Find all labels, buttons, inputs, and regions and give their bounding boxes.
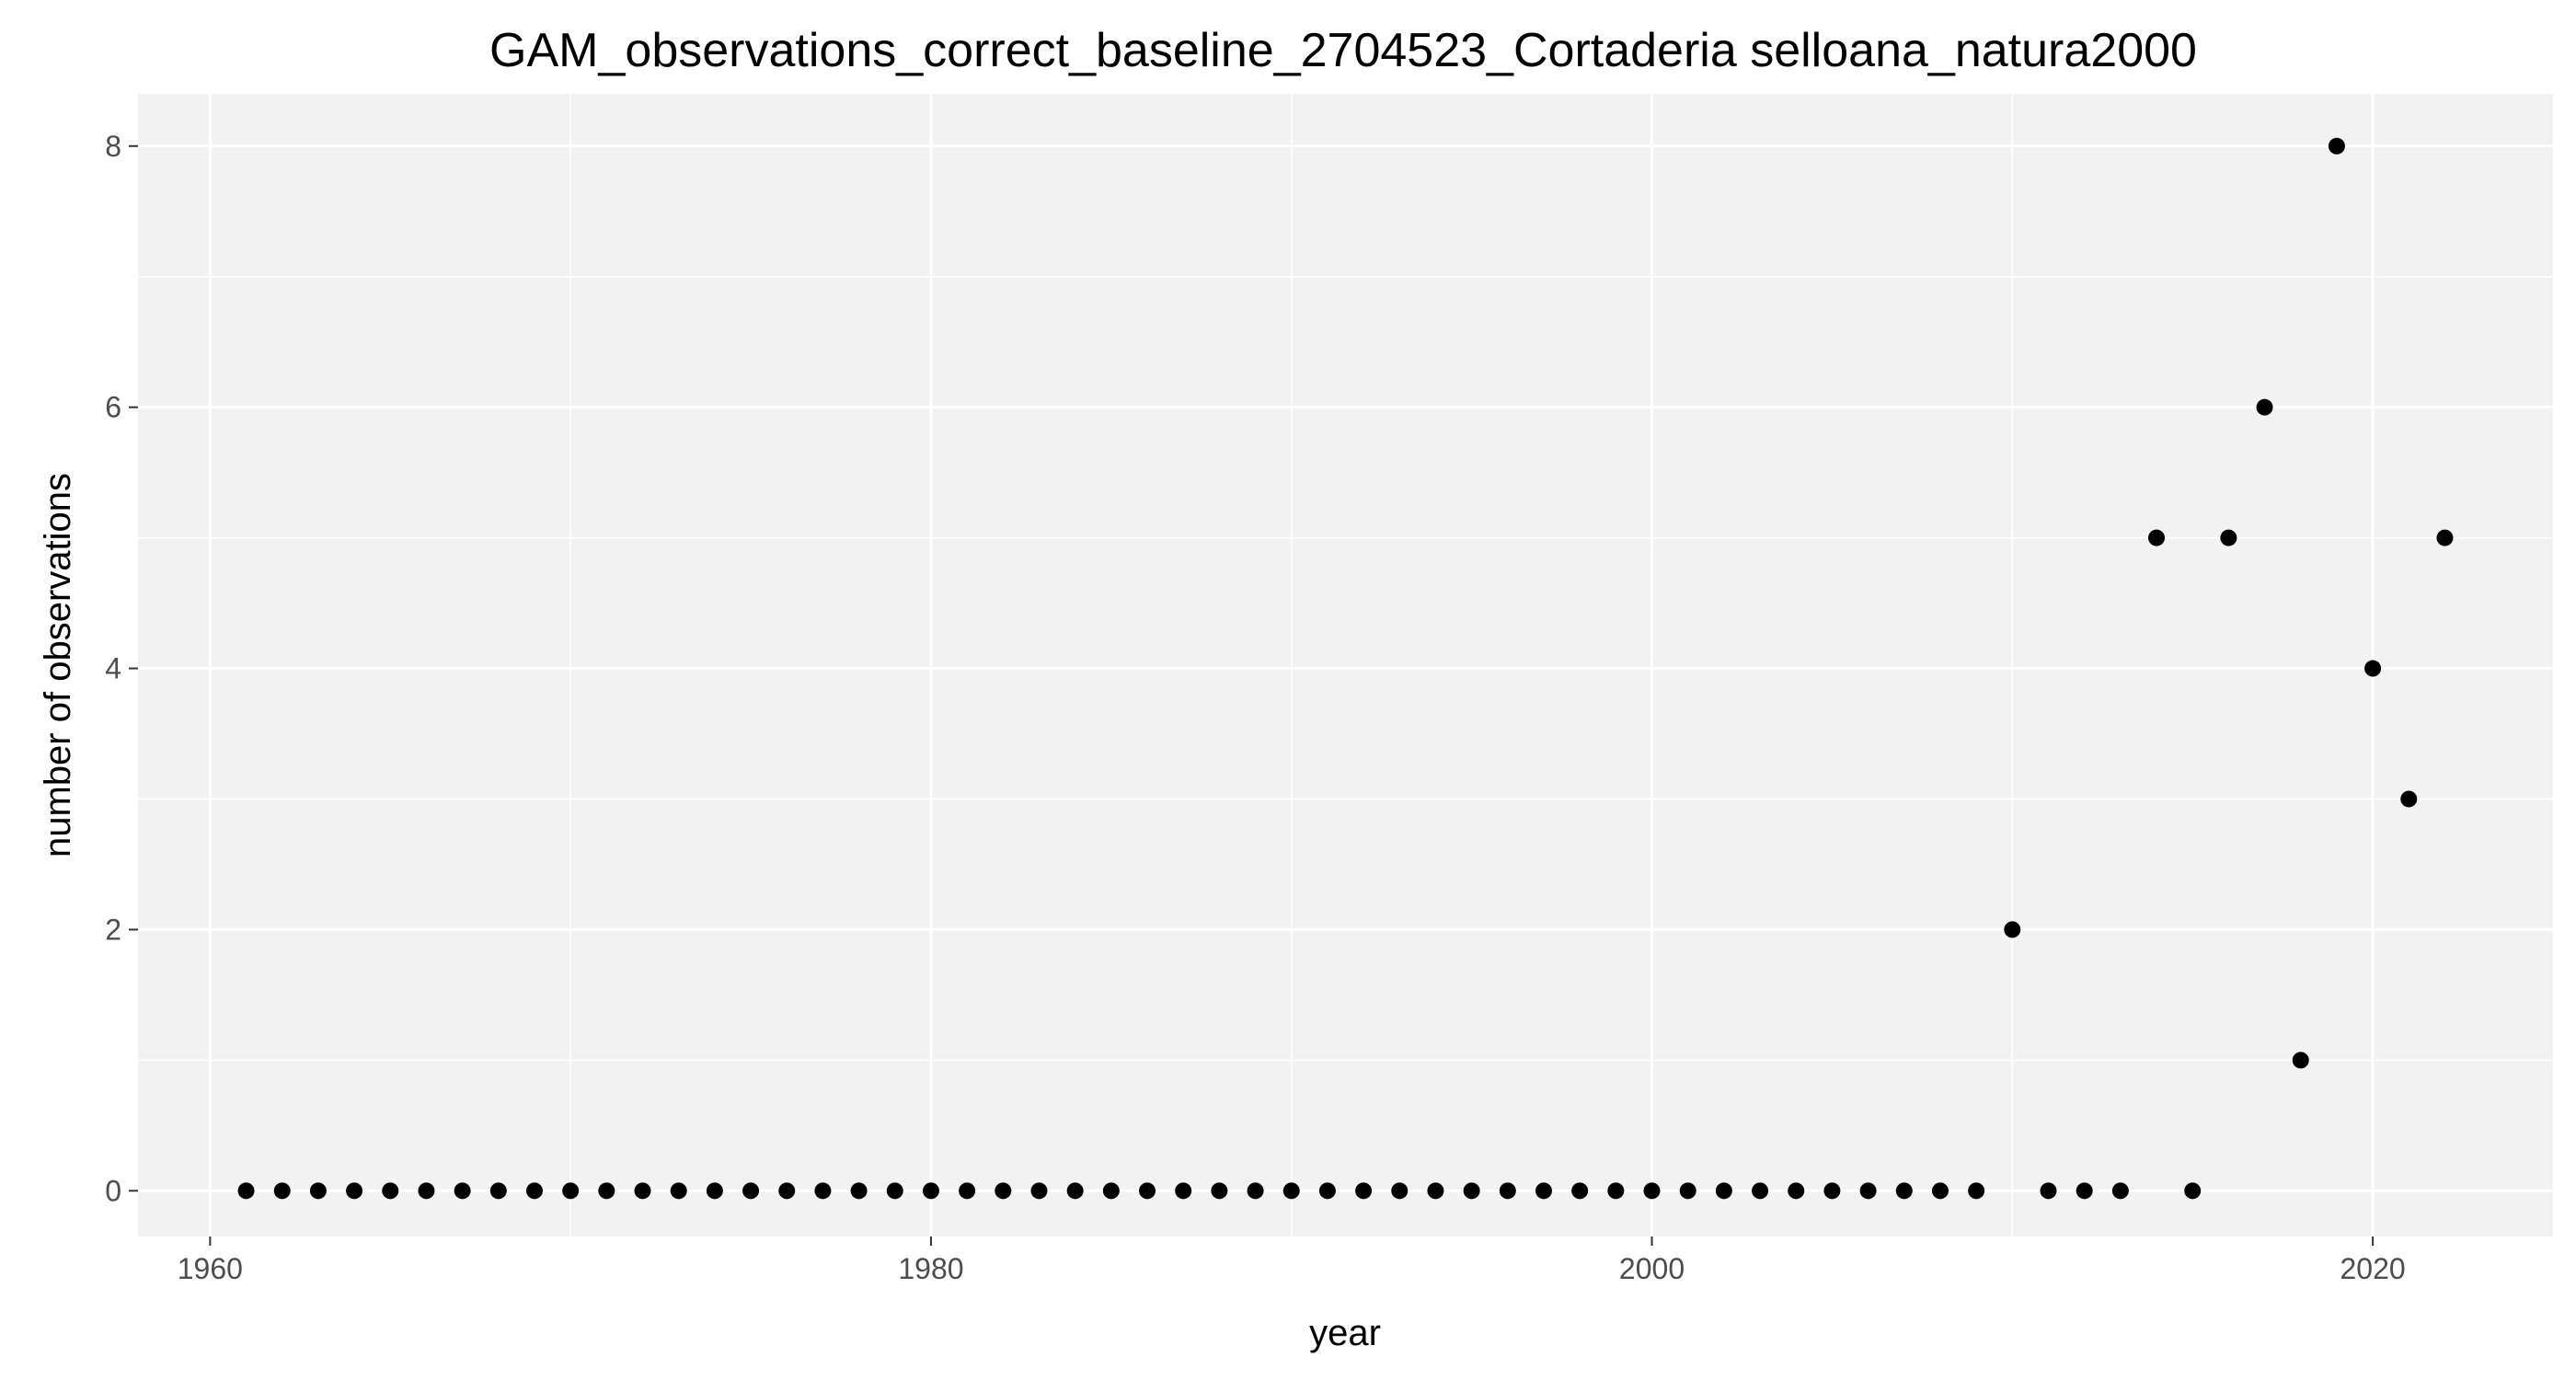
data-point xyxy=(1968,1182,1985,1200)
data-point xyxy=(1355,1182,1373,1200)
y-tick-label: 8 xyxy=(105,130,121,163)
data-point xyxy=(1211,1182,1228,1200)
data-point xyxy=(2184,1182,2202,1200)
data-point xyxy=(2148,529,2166,546)
data-point xyxy=(1679,1182,1696,1200)
data-point xyxy=(1931,1182,1949,1200)
data-point xyxy=(1643,1182,1661,1200)
data-point xyxy=(1607,1182,1625,1200)
data-point xyxy=(1859,1182,1877,1200)
data-point xyxy=(814,1182,832,1200)
data-point xyxy=(2436,529,2454,546)
x-tick-label: 2000 xyxy=(1619,1252,1685,1285)
data-points xyxy=(237,137,2454,1200)
data-point xyxy=(922,1182,939,1200)
x-axis-title: year xyxy=(1309,1313,1381,1353)
y-tick-label: 0 xyxy=(105,1174,121,1207)
data-point xyxy=(346,1182,363,1200)
data-point xyxy=(1752,1182,1769,1200)
data-point xyxy=(886,1182,903,1200)
data-point xyxy=(1391,1182,1409,1200)
data-point xyxy=(598,1182,615,1200)
data-point xyxy=(525,1182,543,1200)
data-point xyxy=(1571,1182,1589,1200)
data-point xyxy=(1139,1182,1156,1200)
data-point xyxy=(1175,1182,1192,1200)
data-point xyxy=(634,1182,651,1200)
data-point xyxy=(1823,1182,1841,1200)
data-point xyxy=(2111,1182,2129,1200)
plot-panel xyxy=(138,94,2553,1236)
data-point xyxy=(2292,1052,2309,1069)
y-axis-title: number of observations xyxy=(38,473,78,857)
data-point xyxy=(1715,1182,1732,1200)
data-point xyxy=(2076,1182,2093,1200)
x-tick-label: 2020 xyxy=(2340,1252,2406,1285)
data-point xyxy=(2364,660,2382,677)
y-tick-label: 2 xyxy=(105,913,121,946)
data-point xyxy=(1102,1182,1120,1200)
x-axis: 1960 1980 2000 2020 xyxy=(178,1236,2406,1285)
data-point xyxy=(2220,529,2237,546)
data-point xyxy=(1463,1182,1480,1200)
y-axis: 0 2 4 6 8 xyxy=(105,130,138,1207)
data-point xyxy=(959,1182,976,1200)
data-point xyxy=(2328,137,2345,155)
data-point xyxy=(562,1182,580,1200)
data-point xyxy=(778,1182,796,1200)
data-point xyxy=(995,1182,1012,1200)
data-point xyxy=(237,1182,255,1200)
data-point xyxy=(1895,1182,1913,1200)
data-point xyxy=(273,1182,291,1200)
data-point xyxy=(418,1182,435,1200)
data-point xyxy=(742,1182,760,1200)
data-point xyxy=(1282,1182,1300,1200)
data-point xyxy=(2040,1182,2057,1200)
x-tick-label: 1960 xyxy=(178,1252,243,1285)
data-point xyxy=(382,1182,399,1200)
data-point xyxy=(2256,398,2273,416)
y-tick-label: 4 xyxy=(105,652,121,685)
x-tick-label: 1980 xyxy=(898,1252,963,1285)
data-point xyxy=(2004,921,2021,938)
data-point xyxy=(1427,1182,1444,1200)
minor-grid xyxy=(138,94,2553,1236)
data-point xyxy=(2400,790,2418,808)
data-point xyxy=(706,1182,723,1200)
data-point xyxy=(309,1182,327,1200)
y-tick-label: 6 xyxy=(105,391,121,424)
data-point xyxy=(1247,1182,1264,1200)
data-point xyxy=(1499,1182,1516,1200)
data-point xyxy=(454,1182,471,1200)
data-point xyxy=(1318,1182,1336,1200)
data-point xyxy=(670,1182,687,1200)
chart-title: GAM_observations_correct_baseline_270452… xyxy=(489,24,2197,77)
data-point xyxy=(1535,1182,1552,1200)
data-point xyxy=(850,1182,868,1200)
data-point xyxy=(1030,1182,1048,1200)
data-point xyxy=(1788,1182,1805,1200)
data-point xyxy=(489,1182,507,1200)
data-point xyxy=(1066,1182,1084,1200)
